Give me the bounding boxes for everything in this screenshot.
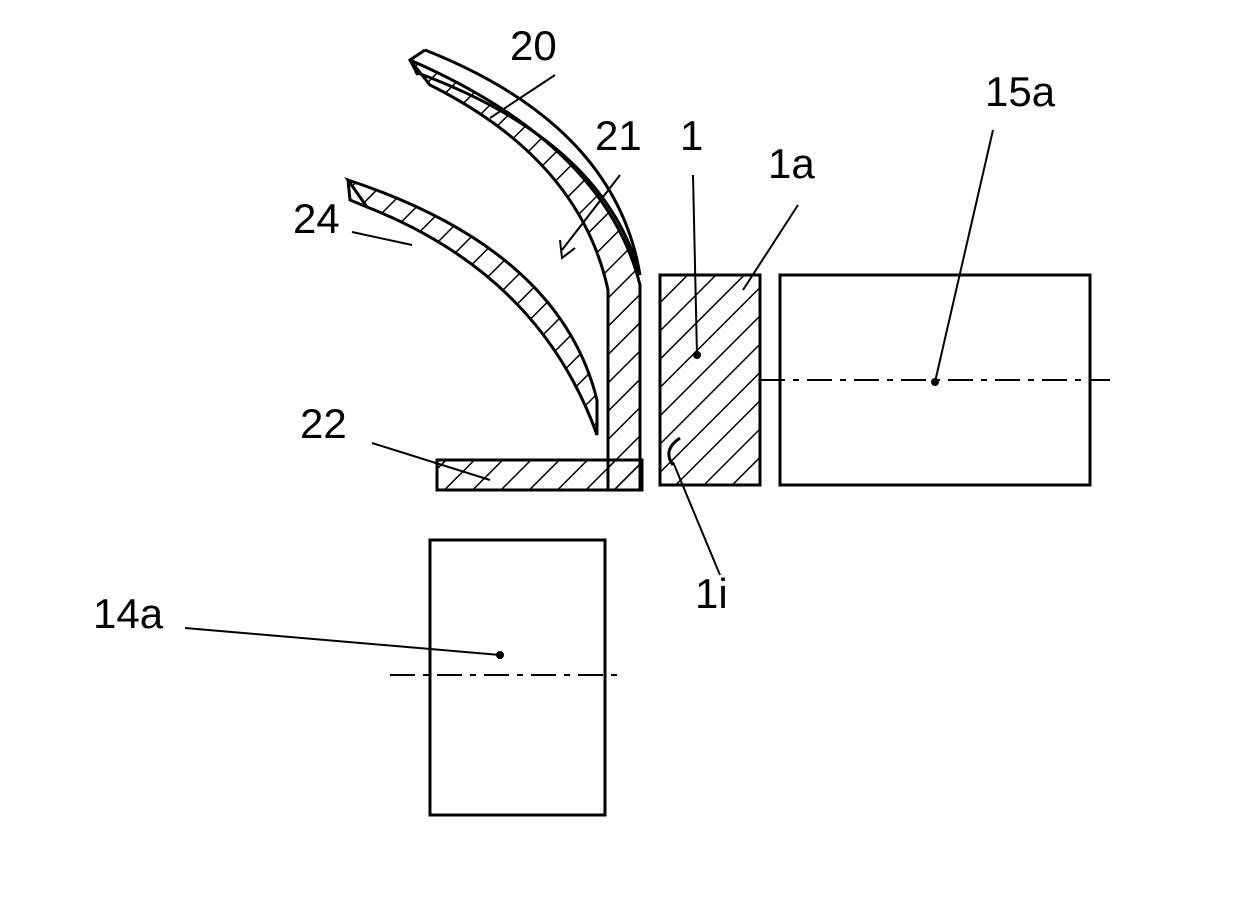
label-1a: 1a [768, 140, 815, 188]
leader-24 [352, 232, 412, 245]
label-21: 21 [595, 112, 642, 160]
label-1i: 1i [695, 570, 728, 618]
leader-1a [743, 205, 798, 290]
leader-14a [185, 628, 500, 655]
label-24: 24 [293, 195, 340, 243]
leader-20 [490, 75, 555, 118]
label-15a: 15a [985, 68, 1055, 116]
block-1 [660, 275, 760, 485]
leader-15a-dot [931, 378, 939, 386]
label-14a: 14a [93, 590, 163, 638]
label-20: 20 [510, 22, 557, 70]
label-22: 22 [300, 400, 347, 448]
leader-15a [935, 130, 993, 382]
leader-14a-dot [496, 651, 504, 659]
curve-24 [348, 180, 597, 435]
label-1: 1 [680, 112, 703, 160]
leader-1-dot [693, 351, 701, 359]
rect-14a [430, 540, 605, 815]
